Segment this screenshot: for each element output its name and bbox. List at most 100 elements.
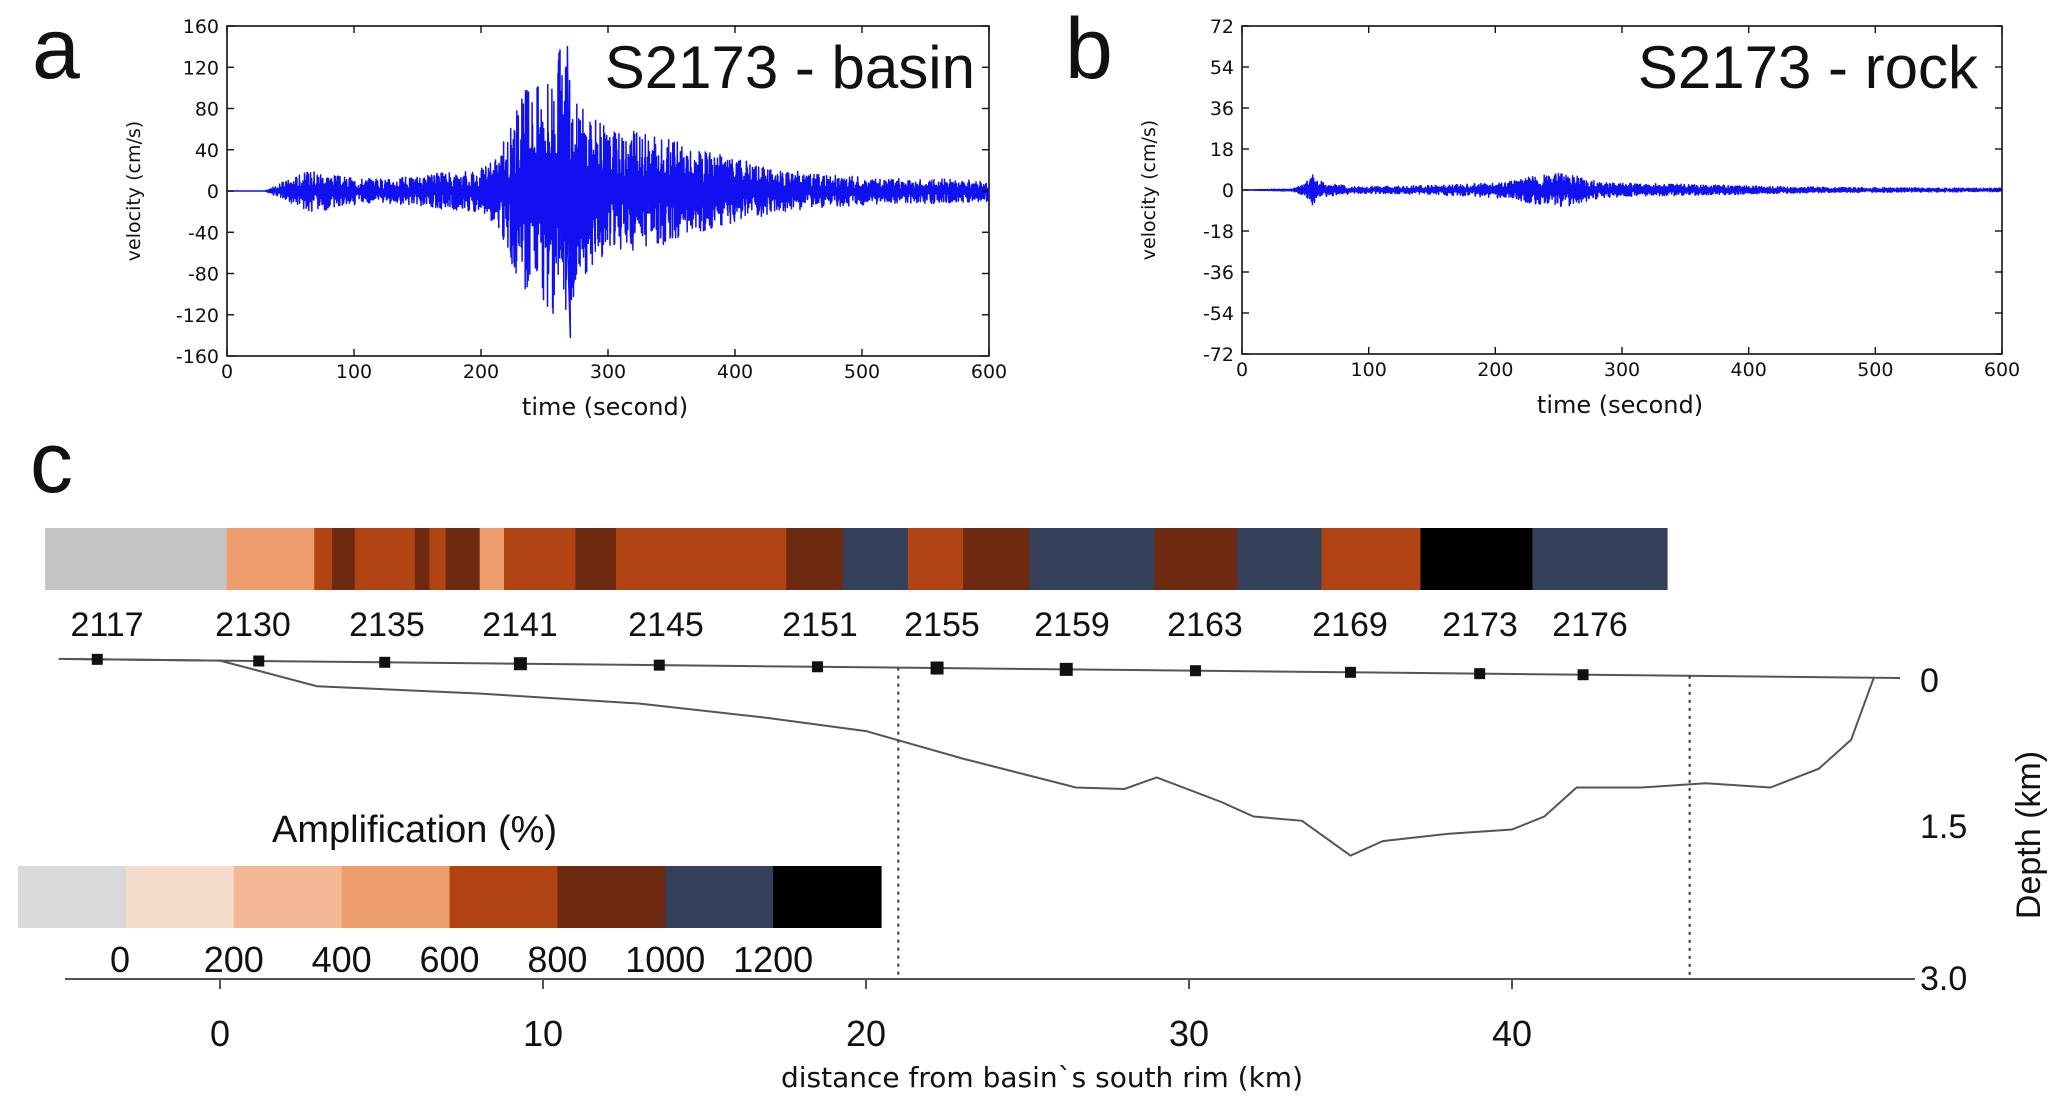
station-label: 2176	[1552, 606, 1628, 644]
y-tick-label: -18	[1203, 221, 1234, 243]
x-tick-label: 0	[1236, 359, 1248, 381]
y-tick-label: 120	[183, 57, 219, 79]
legend-tick-label: 400	[312, 939, 372, 980]
station-marker	[930, 661, 944, 675]
y-tick-label: 160	[183, 16, 219, 38]
amplification-segment	[963, 528, 1031, 590]
panel-b-letter: b	[1065, 1, 1113, 97]
y-tick-label: -40	[188, 222, 219, 244]
legend-swatch	[18, 866, 127, 928]
amplification-segment	[1237, 528, 1323, 590]
amplification-segment	[1532, 528, 1668, 590]
amplification-legend: Amplification (%) 0 200 400 600 800 1000 1200	[18, 809, 882, 980]
station-marker	[1189, 665, 1201, 677]
depth-tick-0: 0	[1920, 662, 1939, 700]
amplification-segment	[843, 528, 909, 590]
panel-b-title: S2173 - rock	[1638, 34, 1979, 101]
distance-tick-label: 40	[1492, 1013, 1532, 1054]
station-marker	[653, 659, 665, 671]
y-tick-label: -80	[188, 264, 219, 286]
panel-a-letter: a	[32, 1, 80, 97]
station-label: 2141	[482, 606, 558, 644]
amplification-segment	[504, 528, 576, 590]
legend-tick-label: 1200	[733, 939, 813, 980]
x-tick-label: 600	[1984, 359, 2020, 381]
station-label: 2130	[215, 606, 291, 644]
panel-a-trace	[226, 45, 990, 339]
amplification-segment	[1321, 528, 1422, 590]
amplification-segment	[226, 528, 315, 590]
distance-ticks: 0 10 20 30 40	[210, 979, 1532, 1054]
distance-tick-label: 0	[210, 1013, 230, 1054]
amplification-segment	[314, 528, 333, 590]
distance-tick-label: 10	[523, 1013, 563, 1054]
station-marker	[253, 655, 265, 667]
legend-swatch	[233, 866, 343, 928]
station-marker	[1345, 666, 1356, 678]
velocity-trace	[1241, 172, 2003, 208]
x-tick-label: 0	[221, 361, 233, 383]
amplification-segment	[354, 528, 416, 590]
y-tick-label: 54	[1210, 57, 1234, 79]
station-label: 2169	[1312, 606, 1388, 644]
panel-b-yticks: 72 54 36 18 0 -18 -36 -54 -72	[1203, 16, 2002, 366]
y-tick-label: -72	[1203, 344, 1234, 366]
station-label: 2173	[1442, 606, 1518, 644]
legend-swatch	[125, 866, 235, 928]
station-label: 2163	[1167, 606, 1243, 644]
panel-a-title: S2173 - basin	[605, 34, 975, 101]
y-tick-label: -54	[1203, 303, 1234, 325]
panel-c-letter: c	[30, 415, 73, 511]
dotted-lines	[897, 667, 1691, 979]
amplification-segment	[786, 528, 844, 590]
y-tick-label: 0	[207, 181, 219, 203]
legend-swatches	[18, 866, 882, 928]
legend-tick-label: 200	[204, 939, 264, 980]
y-tick-label: 36	[1210, 98, 1234, 120]
y-tick-label: 72	[1210, 16, 1234, 38]
amplification-segment	[45, 528, 228, 590]
y-tick-label: -120	[176, 305, 219, 327]
x-tick-label: 200	[463, 361, 499, 383]
y-tick-label: 0	[1222, 180, 1234, 202]
amplification-segment	[414, 528, 431, 590]
amplification-segment	[332, 528, 356, 590]
distance-tick-label: 30	[1169, 1013, 1209, 1054]
x-tick-label: 300	[1604, 359, 1640, 381]
station-label: 2159	[1034, 606, 1110, 644]
amplification-segment	[907, 528, 964, 590]
velocity-trace	[226, 45, 990, 339]
depth-tick-1: 1.5	[1920, 808, 1967, 846]
basin-profile: 0 10 20 30 40 distance from basin`s south ri…	[58, 653, 2048, 1094]
amplification-segment	[1154, 528, 1238, 590]
surface-line	[64, 658, 1901, 679]
legend-tick-label: 800	[527, 939, 587, 980]
amplification-segment	[445, 528, 481, 590]
amplification-segment	[615, 528, 787, 590]
legend-swatch	[557, 866, 666, 928]
panel-b-trace	[1241, 172, 2003, 208]
x-tick-label: 300	[590, 361, 626, 383]
legend-swatch	[341, 866, 451, 928]
station-label: 2155	[904, 606, 980, 644]
x-tick-label: 500	[844, 361, 880, 383]
x-tick-label: 100	[336, 361, 372, 383]
station-marker	[513, 657, 527, 671]
station-marker	[91, 653, 103, 665]
panel-b-plot: 72 54 36 18 0 -18 -36 -54 -72 0 100 200 300 400 500 60…	[1138, 16, 2020, 419]
panel-b-xlabel: time (second)	[1537, 391, 1703, 419]
legend-swatch	[665, 866, 774, 928]
basin-depth-line	[58, 657, 1875, 857]
x-tick-label: 100	[1351, 359, 1387, 381]
x-tick-label: 200	[1477, 359, 1513, 381]
depth-axis-label: Depth (km)	[2010, 751, 2048, 919]
station-marker	[379, 656, 391, 668]
distance-axis-label: distance from basin`s south rim (km)	[781, 1061, 1303, 1094]
station-labels: 2117 2130 2135 2141 2145 2151 2155 2159 2163 2169…	[70, 606, 1627, 644]
panel-a-xlabel: time (second)	[522, 393, 688, 421]
y-tick-label: 18	[1210, 139, 1234, 161]
y-tick-label: 80	[195, 99, 219, 121]
y-tick-label: -160	[176, 346, 219, 368]
